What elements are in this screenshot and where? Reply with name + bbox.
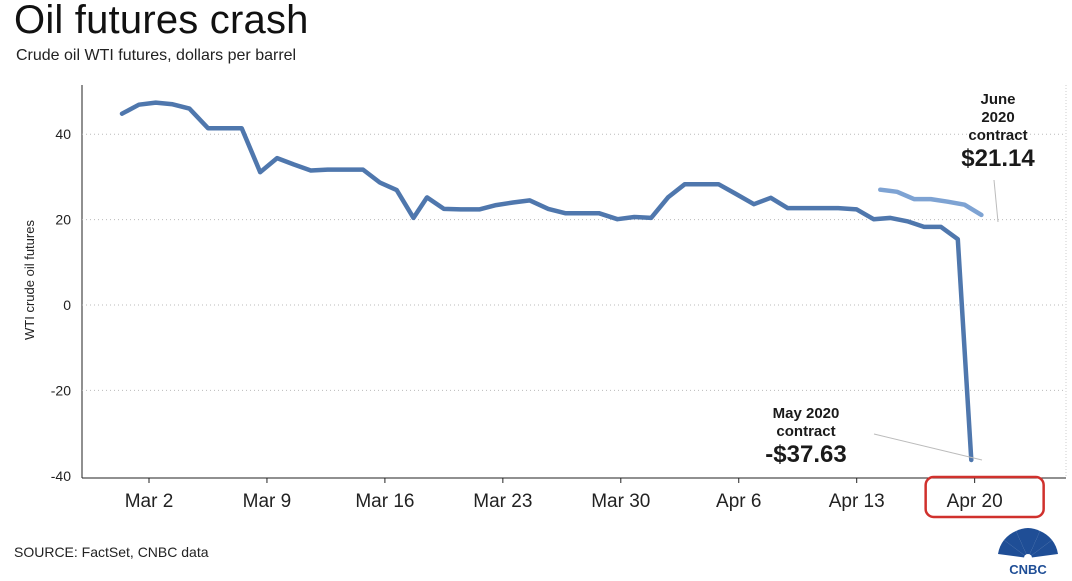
june-annotation-label: contract xyxy=(968,127,1027,144)
y-tick-label: -20 xyxy=(51,382,71,398)
y-tick-label: 40 xyxy=(55,126,71,142)
may-annotation-value: -$37.63 xyxy=(765,441,846,468)
x-tick-label: Mar 30 xyxy=(591,491,650,512)
x-tick-label: Mar 2 xyxy=(125,491,174,512)
x-tick-label: Mar 23 xyxy=(473,491,532,512)
x-tick-label: Mar 9 xyxy=(243,491,292,512)
y-tick-label: -40 xyxy=(51,468,71,484)
chart-title: Oil futures crash xyxy=(14,0,309,42)
y-tick-label: 20 xyxy=(55,212,71,228)
y-tick-label: 0 xyxy=(63,297,71,313)
june-annotation-label: 2020 xyxy=(981,109,1014,126)
x-tick-label: Mar 16 xyxy=(355,491,414,512)
series-line-may xyxy=(119,100,974,463)
chart-subtitle: Crude oil WTI futures, dollars per barre… xyxy=(16,47,297,64)
x-tick-label: Apr 20 xyxy=(947,491,1003,512)
may-annotation-label: May 2020 xyxy=(773,405,840,422)
cnbc-logo: CNBC xyxy=(990,528,1066,581)
june-leader-line xyxy=(993,179,999,223)
x-tick-label: Apr 13 xyxy=(829,491,885,512)
series-line-june xyxy=(878,187,984,218)
june-annotation-label: June xyxy=(980,91,1015,108)
y-axis-label: WTI crude oil futures xyxy=(22,220,37,340)
svg-text:CNBC: CNBC xyxy=(1009,562,1047,576)
may-leader-line xyxy=(873,433,983,461)
x-tick-label: Apr 6 xyxy=(716,491,761,512)
source-note: SOURCE: FactSet, CNBC data xyxy=(14,544,209,560)
highlight-box xyxy=(924,475,1045,519)
may-annotation-label: contract xyxy=(776,423,835,440)
june-annotation-value: $21.14 xyxy=(961,145,1035,172)
